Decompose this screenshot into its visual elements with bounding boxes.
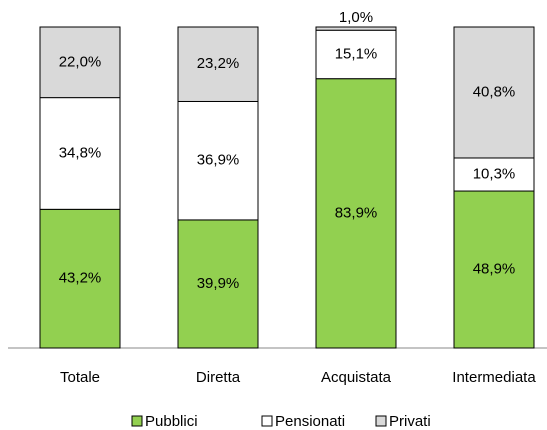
bar-segment <box>315 26 397 31</box>
x-tick-label: Acquistata <box>321 369 392 386</box>
value-label: 10,3% <box>473 165 516 182</box>
x-tick-label: Totale <box>60 369 100 386</box>
bar-segment <box>177 219 259 349</box>
value-label: 23,2% <box>197 55 240 72</box>
bar-segment <box>39 208 121 349</box>
value-label: 43,2% <box>59 270 102 287</box>
bar-segment <box>453 190 535 349</box>
legend-label: Pubblici <box>145 413 198 430</box>
x-tick-label: Diretta <box>196 369 241 386</box>
value-label: 39,9% <box>197 275 240 292</box>
bar-segment <box>39 26 121 99</box>
value-label: 15,1% <box>335 45 378 62</box>
legend-swatch <box>131 415 143 427</box>
bar-segment <box>315 78 397 349</box>
legend-swatch <box>261 415 273 427</box>
legend-label: Privati <box>389 413 431 430</box>
value-label: 40,8% <box>473 83 516 100</box>
x-tick-label: Intermediata <box>452 369 536 386</box>
bar-segment <box>453 157 535 192</box>
bar-segment <box>315 29 397 80</box>
bar-segment <box>177 100 259 221</box>
bar-segment <box>177 26 259 102</box>
value-label: 36,9% <box>197 152 240 169</box>
value-label: 1,0% <box>339 9 373 26</box>
value-label: 22,0% <box>59 53 102 70</box>
legend-swatch <box>375 415 387 427</box>
value-label: 83,9% <box>335 204 378 221</box>
legend-label: Pensionati <box>275 413 345 430</box>
value-label: 48,9% <box>473 260 516 277</box>
bar-segment <box>39 97 121 210</box>
bar-segment <box>453 26 535 159</box>
value-label: 34,8% <box>59 144 102 161</box>
